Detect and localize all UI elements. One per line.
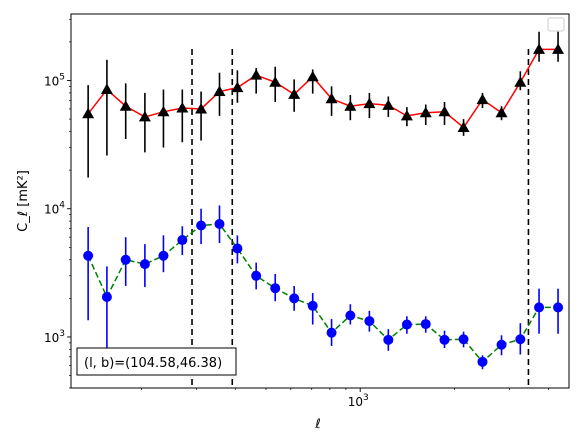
series-1 [82, 31, 565, 178]
tick-exponent: 3 [59, 329, 65, 339]
data-point [515, 334, 526, 345]
data-point [514, 76, 527, 87]
annotation-value: (104.58,46.38) [125, 356, 222, 371]
data-point [307, 300, 318, 311]
y-axis-label: C_ℓ [mK²] [16, 170, 31, 232]
data-point [82, 107, 95, 119]
data-point [533, 43, 546, 54]
tick-exponent: 5 [59, 72, 65, 82]
data-point [251, 270, 262, 281]
annotation-prefix: (l, b)= [84, 356, 125, 371]
data-point [420, 319, 431, 330]
data-point [119, 100, 132, 111]
data-point [214, 219, 225, 230]
data-point [476, 93, 489, 105]
tick-base: 10 [44, 74, 59, 88]
data-point [306, 70, 319, 82]
series-layer [82, 31, 565, 372]
data-point [270, 283, 281, 294]
data-point [177, 235, 188, 246]
annotation-box: (l, b)=(104.58,46.38) [76, 347, 237, 376]
data-point [363, 97, 376, 109]
data-point [83, 250, 94, 261]
data-point [288, 88, 301, 99]
data-point [457, 121, 470, 132]
data-point [195, 102, 208, 114]
data-point [439, 334, 450, 345]
data-point [158, 250, 169, 261]
data-point [176, 102, 189, 113]
x-tick-label: 103 [348, 393, 369, 409]
data-point [326, 327, 337, 338]
data-point [232, 243, 243, 254]
annotation-frame [76, 347, 237, 376]
data-point [458, 334, 469, 345]
axis-ticks [67, 18, 549, 392]
data-point [553, 302, 564, 313]
vertical-lines [191, 49, 530, 388]
x-axis-label: ℓ [314, 417, 320, 432]
annotation-text: (l, b)=(104.58,46.38) [84, 356, 222, 371]
plot-area [71, 14, 569, 388]
data-point [139, 259, 150, 270]
plot-frame [70, 13, 570, 389]
series-line [87, 48, 559, 129]
data-point [231, 81, 244, 93]
data-point [495, 106, 508, 118]
tick-exponent: 3 [363, 393, 369, 403]
tick-base: 10 [44, 331, 59, 345]
data-point [213, 85, 226, 97]
data-point [196, 220, 207, 231]
data-point [496, 339, 507, 350]
legend [547, 17, 565, 32]
data-point [250, 69, 263, 80]
data-point [364, 316, 375, 327]
data-point [100, 83, 113, 95]
tick-exponent: 4 [59, 201, 65, 211]
series-2 [83, 205, 564, 372]
data-point [401, 319, 412, 330]
y-tick-label: 104 [44, 201, 65, 217]
data-point [438, 105, 451, 117]
data-point [344, 100, 357, 111]
tick-base: 10 [348, 395, 363, 409]
data-point [120, 254, 131, 265]
data-point [157, 105, 170, 117]
legend-box [547, 17, 565, 32]
tick-base: 10 [44, 203, 59, 217]
data-point [534, 302, 545, 313]
data-point [269, 76, 282, 87]
data-point [289, 293, 300, 304]
data-point [383, 334, 394, 345]
y-tick-label: 105 [44, 72, 65, 88]
data-point [477, 356, 488, 367]
data-point [101, 291, 112, 302]
data-point [552, 43, 565, 54]
data-point [400, 109, 413, 121]
data-point [325, 92, 338, 104]
data-point [138, 110, 151, 122]
data-point [345, 310, 356, 321]
data-point [382, 99, 395, 110]
y-tick-label: 103 [44, 329, 65, 345]
data-point [419, 106, 432, 118]
